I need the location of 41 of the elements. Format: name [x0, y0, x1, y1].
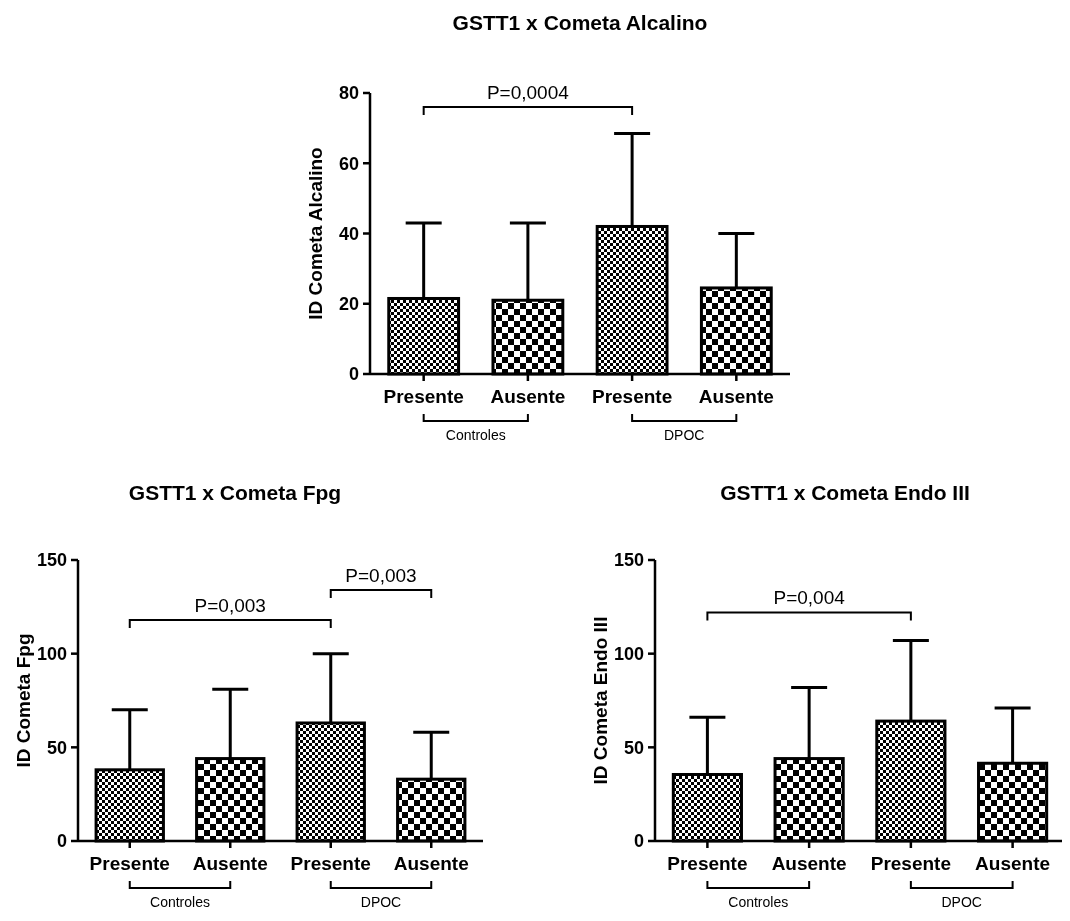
y-tick-label: 50 — [623, 737, 644, 758]
x-tick-label: Presente — [290, 853, 371, 874]
annotation: P=0,003 — [345, 564, 417, 586]
y-tick-label: 80 — [338, 83, 359, 104]
y-tick-label: 0 — [56, 831, 67, 852]
annotation: P=0,0004 — [486, 82, 570, 104]
y-tick-label: 150 — [613, 550, 644, 571]
y-tick-label: 40 — [338, 223, 359, 244]
x-tick-label: Presente — [89, 853, 170, 874]
x-tick-label: Ausente — [771, 853, 847, 874]
y-tick-label: 0 — [633, 831, 644, 852]
text: Controles — [728, 894, 789, 910]
x-tick-label: Ausente — [490, 386, 566, 407]
y-tick-label: 60 — [338, 153, 359, 174]
y-axis-title: ID Cometa Endo III — [590, 616, 611, 785]
y-tick-label: 50 — [46, 737, 67, 758]
y-tick-label: 100 — [36, 643, 67, 664]
chart-title: GSTT1 x Cometa Fpg — [128, 481, 342, 504]
x-tick-label: Ausente — [975, 853, 1051, 874]
text: DPOC — [941, 894, 982, 910]
y-tick-label: 20 — [338, 294, 359, 315]
x-tick-label: Presente — [870, 853, 952, 874]
annotation: P=0,004 — [773, 587, 846, 609]
y-tick-label: 100 — [613, 643, 644, 664]
x-tick-label: Ausente — [698, 386, 774, 407]
x-tick-label: Presente — [667, 853, 748, 874]
text: DPOC — [360, 894, 402, 910]
y-tick-label: 150 — [36, 550, 67, 571]
annotation: P=0,003 — [194, 594, 266, 616]
chart-title: GSTT1 x Cometa Endo III — [720, 481, 970, 504]
y-axis-title: ID Cometa Alcalino — [305, 147, 326, 320]
text: Controles — [445, 427, 506, 443]
x-tick-label: Presente — [591, 386, 673, 407]
y-axis-title: ID Cometa Fpg — [13, 633, 34, 768]
text: DPOC — [663, 427, 705, 443]
x-tick-label: Ausente — [393, 853, 469, 874]
chart-title: GSTT1 x Cometa Alcalino — [452, 11, 708, 34]
y-tick-label: 0 — [348, 364, 359, 385]
x-tick-label: Presente — [383, 386, 464, 407]
x-tick-label: Ausente — [192, 853, 268, 874]
text: Controles — [150, 894, 210, 910]
